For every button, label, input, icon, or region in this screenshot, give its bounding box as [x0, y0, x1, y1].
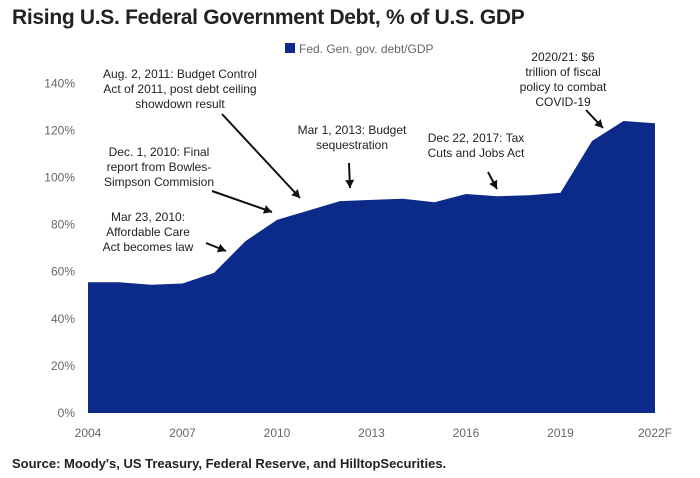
y-tick-label: 80%: [51, 218, 75, 232]
annotation-line: Simpson Commision: [104, 175, 214, 189]
annotation-label: Mar 1, 2013: Budget sequestration: [298, 123, 407, 152]
annotation-arrowhead: [291, 189, 300, 198]
annotation-line: COVID-19: [535, 95, 591, 109]
annotation-arrowhead: [216, 243, 226, 253]
annotation-line: Act of 2011, post debt ceiling: [103, 82, 256, 96]
chart-title: Rising U.S. Federal Government Debt, % o…: [12, 6, 525, 29]
legend: Fed. Gen. gov. debt/GDP: [285, 42, 434, 56]
y-tick-label: 0%: [58, 406, 76, 420]
legend-label: Fed. Gen. gov. debt/GDP: [299, 42, 434, 56]
y-tick-label: 20%: [51, 359, 75, 373]
annotation-arrowhead: [594, 119, 603, 128]
legend-swatch: [285, 43, 295, 53]
annotation-line: policy to combat: [520, 80, 607, 94]
annotation-line: Dec. 1, 2010: Final: [109, 145, 210, 159]
x-tick-label: 2019: [547, 426, 574, 440]
y-axis-ticks: 0% 20% 40% 60% 80% 100% 120% 140%: [44, 76, 75, 420]
annotation-arrowhead: [489, 179, 498, 189]
annotation-arrowhead: [345, 179, 355, 188]
annotation-arrow: [221, 113, 301, 199]
annotation-line: Mar 1, 2013: Budget: [298, 123, 407, 137]
y-tick-label: 100%: [44, 171, 75, 185]
annotation-line: trillion of fiscal: [525, 65, 600, 79]
y-tick-label: 120%: [44, 123, 75, 137]
annotation-line: Mar 23, 2010:: [111, 210, 185, 224]
annotation-line: Cuts and Jobs Act: [428, 146, 525, 160]
annotation-label: 2020/21: $6 trillion of fiscal policy to c…: [520, 50, 607, 109]
annotation-line: Affordable Care: [106, 225, 190, 239]
annotation-label: Dec. 1, 2010: Final report from Bowles-Si…: [104, 145, 214, 189]
annotation-arrow: [211, 190, 273, 213]
x-tick-label: 2004: [75, 426, 102, 440]
x-axis-ticks: 2004 2007 2010 2013 2016 2019 2022F: [75, 426, 672, 440]
y-tick-label: 140%: [44, 76, 75, 90]
y-tick-label: 40%: [51, 312, 75, 326]
annotation-label: Dec 22, 2017: Tax Cuts and Jobs Act: [428, 131, 525, 160]
annotation-line: Act becomes law: [103, 240, 194, 254]
x-tick-label: 2007: [169, 426, 196, 440]
annotation-line: Dec 22, 2017: Tax: [428, 131, 525, 145]
annotation-line: Aug. 2, 2011: Budget Control: [103, 67, 257, 81]
x-tick-label: 2022F: [638, 426, 672, 440]
annotation-line: sequestration: [316, 138, 388, 152]
y-tick-label: 60%: [51, 265, 75, 279]
x-tick-label: 2016: [453, 426, 480, 440]
annotation-line: showdown result: [135, 97, 225, 111]
annotation-label: Mar 23, 2010: Affordable Care Act becomes …: [103, 210, 194, 254]
debt-area-series: [88, 121, 655, 413]
annotation-line: report from Bowles-: [107, 160, 212, 174]
annotation-arrowhead: [263, 205, 272, 214]
source-note: Source: Moody's, US Treasury, Federal Re…: [12, 456, 447, 471]
annotation-line: 2020/21: $6: [531, 50, 595, 64]
annotations: Aug. 2, 2011: Budget Control Act of 2011,…: [103, 50, 607, 254]
x-tick-label: 2010: [264, 426, 291, 440]
annotation-label: Aug. 2, 2011: Budget Control Act of 2011,…: [103, 67, 257, 111]
x-tick-label: 2013: [358, 426, 385, 440]
plot-area: [88, 121, 655, 413]
